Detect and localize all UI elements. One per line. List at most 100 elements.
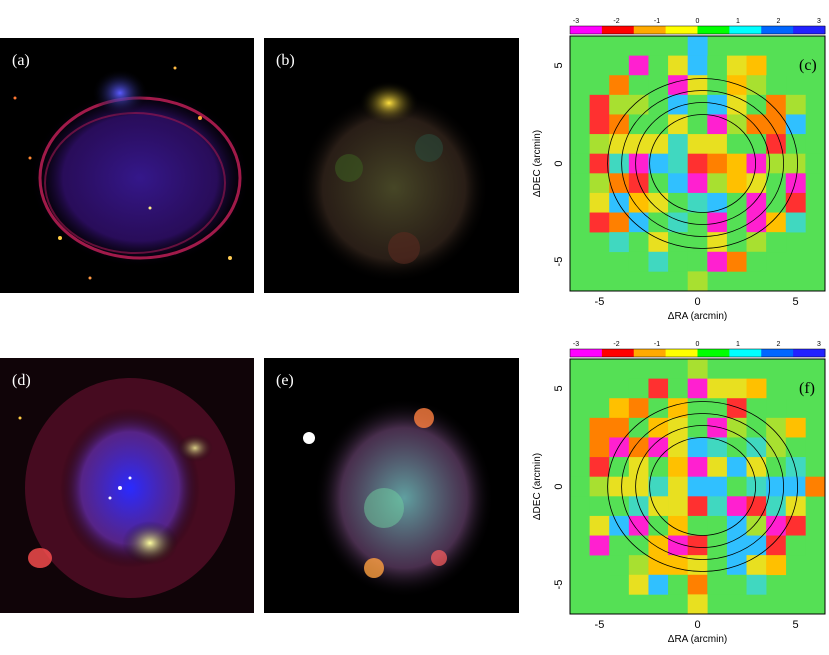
heatmap-cell	[628, 251, 649, 272]
heatmap-cell	[707, 417, 728, 438]
heatmap-cell	[628, 153, 649, 174]
heatmap-cell	[628, 192, 649, 213]
colorbar-segment	[570, 349, 603, 357]
heatmap-cell	[785, 173, 806, 194]
heatmap-c-svg: -3 -2 -1 0 1 2 3 -5 0 5 5 0 -5 ΔRA (arcmin) ΔDEC (arcm…	[532, 18, 826, 322]
heatmap-cell	[746, 173, 767, 194]
heatmap-cell	[726, 94, 747, 115]
heatmap-cell	[766, 114, 787, 135]
colorbar-segment	[601, 26, 635, 34]
heatmap-cell	[609, 192, 630, 213]
colorbar-segment	[793, 26, 826, 34]
x-tick-label: -5	[595, 619, 605, 631]
heatmap-cell	[668, 378, 688, 399]
heatmap-cell	[726, 378, 747, 399]
heatmap-cell	[648, 134, 669, 154]
heatmap-cell	[589, 212, 610, 233]
heatmap-cell	[628, 574, 649, 595]
heatmap-cell	[707, 555, 728, 576]
heatmap-cell	[687, 271, 708, 292]
heatmap-cell	[785, 94, 806, 115]
heatmap-cell	[589, 417, 610, 438]
heatmap-cell	[687, 574, 708, 595]
heatmap-cell	[707, 134, 728, 154]
heatmap-cell	[628, 515, 649, 536]
heatmap-cell	[648, 515, 669, 536]
heatmap-cell	[766, 173, 787, 194]
heatmap-cell	[589, 496, 610, 517]
heatmap-cell	[648, 535, 669, 556]
heatmap-cell	[609, 457, 630, 477]
contour-line	[635, 102, 771, 225]
heatmap-cell	[766, 232, 787, 253]
heatmap-cell	[609, 515, 630, 536]
heatmap-cell	[726, 515, 747, 536]
heatmap-cell	[668, 212, 688, 233]
heatmap-cell	[707, 212, 728, 233]
heatmap-cell	[687, 134, 708, 154]
heatmap-cell	[668, 417, 688, 438]
heatmap-cell	[609, 232, 630, 253]
heatmap-cell	[766, 476, 787, 497]
heatmap-cell	[707, 153, 728, 174]
heatmap-cell	[570, 476, 590, 497]
heatmap-cell	[746, 55, 767, 76]
heatmap-cell	[687, 515, 708, 536]
panel-e-image: (e)	[264, 358, 519, 613]
heatmap-cell	[589, 535, 610, 556]
heatmap-cell	[746, 574, 767, 595]
heatmap-cell	[726, 496, 747, 517]
heatmap-cell	[687, 535, 708, 556]
x-tick-label: 0	[694, 619, 700, 631]
heatmap-cell	[687, 153, 708, 174]
heatmap-cell	[726, 437, 747, 458]
panel-e-label: (e)	[276, 372, 294, 389]
panel-d-nebula	[0, 358, 254, 613]
colorbar-segment	[633, 26, 667, 34]
heatmap-cell	[746, 134, 767, 154]
heatmap-cell	[707, 192, 728, 213]
heatmap-cell	[785, 417, 806, 438]
heatmap-cell	[707, 75, 728, 96]
y-tick-label: 0	[553, 160, 565, 166]
heatmap-cell	[648, 75, 669, 96]
heatmap-cell	[746, 114, 767, 135]
heatmap-cell	[785, 515, 806, 536]
colorbar-segment	[697, 349, 730, 357]
heatmap-cell	[766, 75, 787, 96]
heatmap-cell	[726, 417, 747, 438]
heatmap-cell	[687, 173, 708, 194]
colorbar-tick-label: -3	[573, 18, 579, 25]
heatmap-cell	[726, 173, 747, 194]
heatmap-cell	[726, 192, 747, 213]
panel-a-label: (a)	[12, 52, 30, 69]
y-tick-label: 5	[553, 62, 565, 68]
heatmap-cell	[648, 212, 669, 233]
heatmap-cell	[746, 75, 767, 96]
heatmap-cell	[589, 114, 610, 135]
heatmap-cell	[668, 496, 688, 517]
y-tick-label: -5	[553, 257, 565, 267]
heatmap-cell	[687, 594, 708, 615]
heatmap-cell	[707, 437, 728, 458]
heatmap-cell	[726, 398, 747, 419]
colorbar-tick-label: -1	[654, 18, 660, 25]
heatmap-cell	[766, 437, 787, 458]
heatmap-cell	[628, 212, 649, 233]
colorbar-tick-label: -2	[613, 341, 619, 348]
colorbar-segment	[729, 26, 762, 34]
heatmap-cell	[726, 251, 747, 272]
heatmap-cell	[609, 114, 630, 135]
panel-c-label: (c)	[799, 57, 817, 74]
colorbar-segment	[729, 349, 762, 357]
contour-line	[649, 114, 757, 213]
heatmap-cell	[628, 398, 649, 419]
heatmap-cell	[746, 192, 767, 213]
heatmap-panel-c: -3 -2 -1 0 1 2 3 -5 0 5 5 0 -5 ΔRA (arcmin) ΔDEC (arcm…	[528, 10, 829, 332]
heatmap-cell	[707, 94, 728, 115]
heatmap-cell	[785, 192, 806, 213]
heatmap-cell	[726, 114, 747, 135]
heatmap-cell	[746, 232, 767, 253]
panel-b-label: (b)	[276, 52, 295, 69]
heatmap-cell	[668, 476, 688, 497]
